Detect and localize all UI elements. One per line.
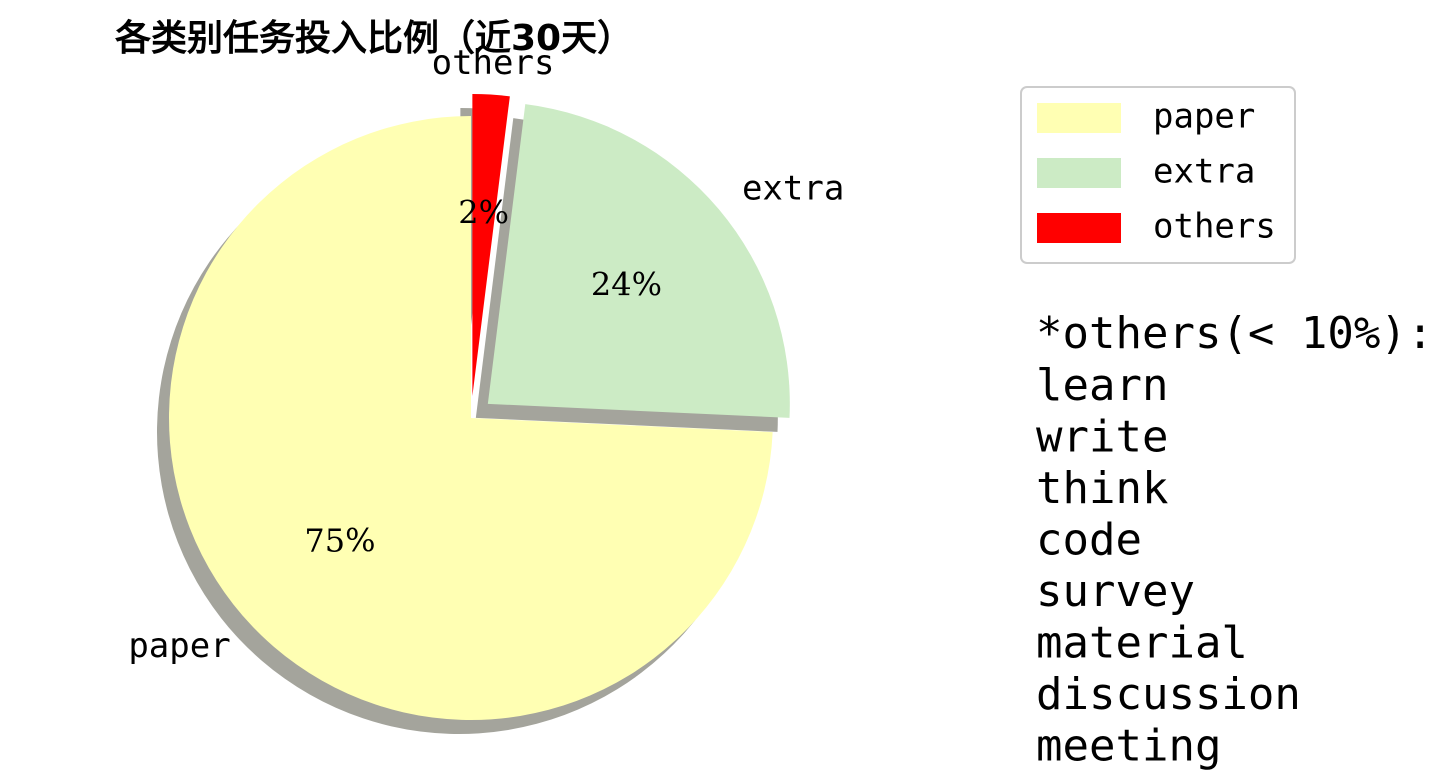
legend-label-paper: paper xyxy=(1153,97,1255,137)
others-note: *others(< 10%): learnwritethinkcodesurve… xyxy=(1036,308,1433,772)
outer-label-paper: paper xyxy=(128,626,230,666)
others-note-item: survey xyxy=(1036,566,1195,617)
others-note-item: discussion xyxy=(1036,669,1301,720)
pie-percent-labels: 75% 24% 2% xyxy=(304,194,662,560)
legend-swatch-extra xyxy=(1037,158,1121,188)
others-note-item: code xyxy=(1036,515,1142,566)
outer-label-extra: extra xyxy=(742,168,844,208)
others-note-heading: *others(< 10%): xyxy=(1036,308,1433,359)
legend-label-extra: extra xyxy=(1153,152,1255,192)
others-note-item: material xyxy=(1036,618,1248,669)
chart-title: 各类别任务投入比例（近30天） xyxy=(115,18,633,59)
legend-label-others: others xyxy=(1153,207,1276,247)
legend-swatch-others xyxy=(1037,213,1121,243)
outer-label-others: others xyxy=(432,43,555,83)
others-note-item: learn xyxy=(1036,360,1168,411)
pie-slice-paper xyxy=(168,116,773,720)
legend: paper extra others xyxy=(1020,86,1296,264)
others-note-item: think xyxy=(1036,463,1168,514)
pct-label-extra: 24% xyxy=(591,266,662,304)
pct-label-paper: 75% xyxy=(304,522,375,560)
pct-label-others: 2% xyxy=(458,194,509,232)
others-note-item: meeting xyxy=(1036,721,1221,772)
pie-slice-others xyxy=(472,94,510,397)
legend-swatch-paper xyxy=(1037,103,1121,133)
pie-slice-extra xyxy=(487,104,790,418)
others-note-item: write xyxy=(1036,412,1168,463)
pie-outer-labels: paper extra others xyxy=(128,43,844,666)
pie-slices xyxy=(168,94,790,720)
